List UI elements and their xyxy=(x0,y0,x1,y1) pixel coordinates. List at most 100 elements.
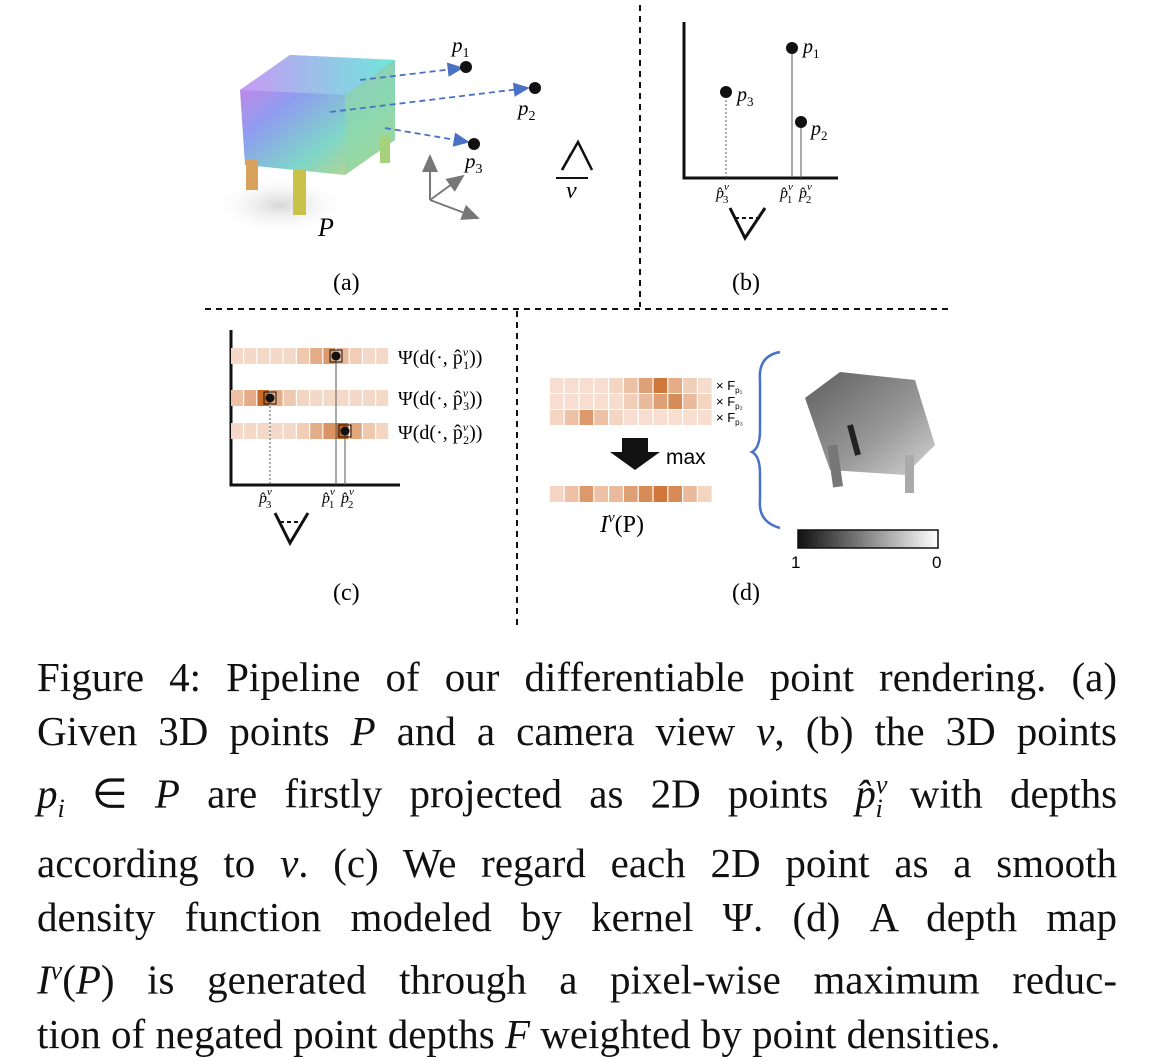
point-p2 xyxy=(529,82,541,94)
b-label-p2: p2 xyxy=(809,118,828,143)
label-p1: p1 xyxy=(450,33,470,61)
heat-cell xyxy=(283,390,296,406)
heat-cell xyxy=(653,394,668,409)
heat-cell xyxy=(363,348,375,364)
caption-line-4: according to v. (c) We regard each 2D po… xyxy=(37,839,1118,886)
heat-cell xyxy=(609,410,623,425)
heat-cell xyxy=(668,410,682,425)
label-p2: p2 xyxy=(516,96,536,124)
heat-cell xyxy=(257,390,270,406)
panel-b: p3 p1 p2 p̂v 3 p̂v 1 p̂v 2 (b) xyxy=(682,22,838,296)
heat-cell xyxy=(349,390,362,406)
view-label: v xyxy=(566,178,577,204)
kernel-label-3: Ψ(d(·, p̂v 3)) xyxy=(398,386,482,413)
panel-label-c: (c) xyxy=(333,580,360,606)
c-kernel-centers xyxy=(263,349,352,438)
d-heat-row-2 xyxy=(550,394,712,409)
kernel-label-2: Ψ(d(·, p̂v 2)) xyxy=(398,420,482,447)
label-p3: p3 xyxy=(463,149,483,177)
heat-cell xyxy=(683,410,697,425)
point-cloud-chair xyxy=(240,55,395,215)
c-camera-icon xyxy=(273,512,310,547)
heat-cell xyxy=(231,348,243,364)
heat-cell xyxy=(257,348,270,364)
c-heat-row-1 xyxy=(231,348,389,364)
colorbar xyxy=(797,529,939,549)
heat-cell xyxy=(624,394,638,409)
heat-cell xyxy=(609,378,623,393)
heat-cell xyxy=(257,423,270,439)
kernel-label-1: Ψ(d(·, p̂v 1)) xyxy=(398,345,482,372)
panel-dividers xyxy=(205,5,950,628)
heat-cell xyxy=(336,348,349,364)
panel-d: × Fp₁ × Fp₂ × Fp₃ max Iv(P) 1 0 (d) xyxy=(550,350,941,606)
weight-label-3: × Fp₃ xyxy=(716,410,743,427)
c-proj-p1: p̂v 1 xyxy=(321,486,335,511)
camera-icon xyxy=(556,139,594,179)
heat-cell xyxy=(231,423,243,439)
heat-cell xyxy=(231,390,243,406)
heat-cell xyxy=(638,410,653,425)
heat-cell xyxy=(638,394,653,409)
heat-cell xyxy=(683,486,697,502)
d-heat-row-3 xyxy=(550,410,712,425)
heat-cell xyxy=(564,394,579,409)
caption-line-7: tion of negated point depths F weighted … xyxy=(37,1010,1001,1057)
heat-cell xyxy=(579,486,594,502)
d-heat-row-1 xyxy=(550,378,712,393)
c-proj-p2: p̂v 2 xyxy=(340,486,354,511)
heat-cell xyxy=(349,423,362,439)
heat-cell xyxy=(363,423,375,439)
heat-cell xyxy=(376,390,389,406)
heat-cell xyxy=(579,394,594,409)
heat-cell xyxy=(550,378,564,393)
b-label-p1: p1 xyxy=(801,36,820,61)
b-camera-icon xyxy=(728,207,767,241)
depth-map-image xyxy=(805,372,935,493)
heat-cell xyxy=(550,394,564,409)
heat-cell xyxy=(297,348,309,364)
d-output-row xyxy=(550,486,712,502)
b-proj-p1: p̂v 1 xyxy=(779,181,793,206)
heat-cell xyxy=(653,410,668,425)
reduce-label: max xyxy=(666,446,706,469)
panel-label-a: (a) xyxy=(333,270,360,296)
curly-brace xyxy=(749,350,781,530)
c-heat-row-3 xyxy=(231,390,389,406)
b-proj-p3: p̂v 3 xyxy=(715,181,729,206)
projection-lines xyxy=(725,48,802,178)
b-point-p1 xyxy=(786,42,798,54)
heat-cell xyxy=(594,378,608,393)
heat-cell xyxy=(683,394,697,409)
heat-cell xyxy=(376,348,389,364)
b-label-p3: p3 xyxy=(735,84,754,109)
c-proj-p3: p̂v 3 xyxy=(258,486,272,511)
heat-cell xyxy=(283,423,296,439)
heat-cell xyxy=(564,410,579,425)
heat-cell xyxy=(624,410,638,425)
cloud-shadow xyxy=(210,175,350,235)
heat-cell xyxy=(270,423,283,439)
heat-cell xyxy=(283,348,296,364)
heat-cell xyxy=(624,486,638,502)
figure-4-diagram: P p1 p2 p3 v (a) xyxy=(205,5,950,628)
heat-cell xyxy=(698,378,712,393)
heat-cell xyxy=(310,348,323,364)
b-point-p2 xyxy=(795,116,807,128)
heat-cell xyxy=(698,410,712,425)
projection-arrows xyxy=(329,62,530,147)
heat-cell xyxy=(668,378,682,393)
axes-icon xyxy=(422,154,480,220)
caption-line-6: Iv(P) is generated through a pixel-wise … xyxy=(37,955,1117,1003)
c-axes xyxy=(229,330,400,487)
heat-cell xyxy=(323,423,336,439)
heat-cell xyxy=(594,410,608,425)
cloud-label: P xyxy=(317,213,334,242)
b-proj-p2: p̂v 2 xyxy=(798,181,812,206)
heat-cell xyxy=(564,486,579,502)
heat-cell xyxy=(609,486,623,502)
heat-cell xyxy=(564,378,579,393)
heat-cell xyxy=(550,486,564,502)
heat-cell xyxy=(310,390,323,406)
heat-cell xyxy=(297,423,309,439)
